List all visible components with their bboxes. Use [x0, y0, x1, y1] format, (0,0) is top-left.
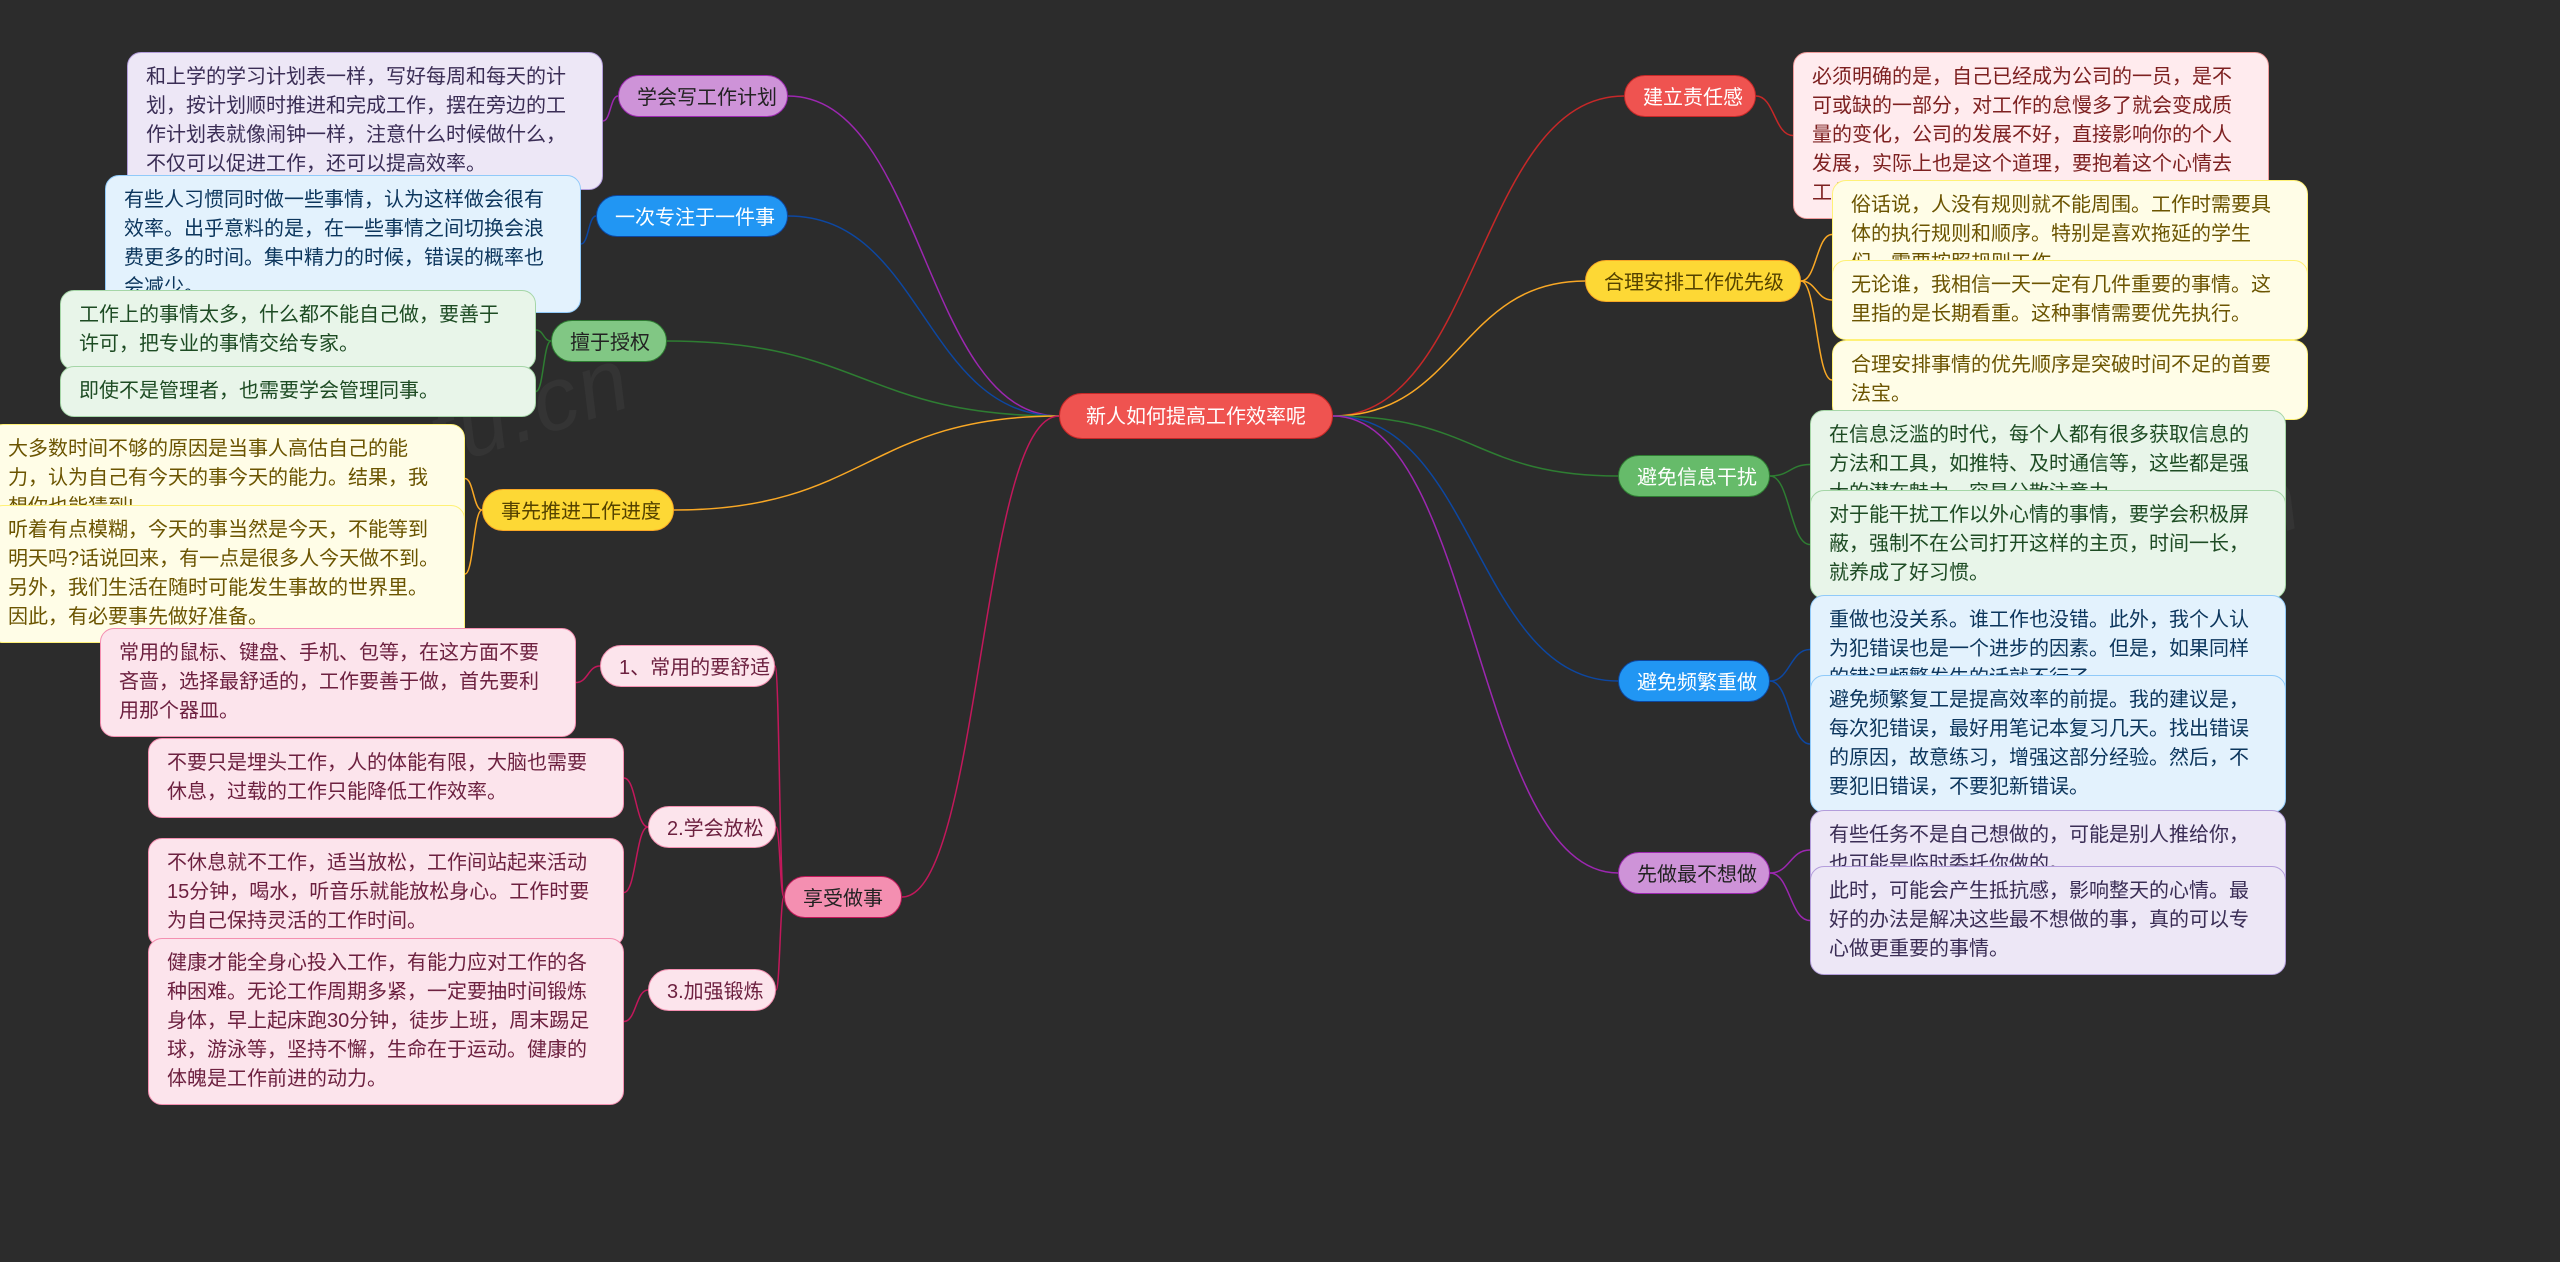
leaf-L5-2-0[interactable]: 健康才能全身心投入工作，有能力应对工作的各种困难。无论工作周期多紧，一定要抽时间…	[148, 938, 624, 1105]
branch-L1[interactable]: 学会写工作计划	[618, 75, 788, 117]
branch-R5[interactable]: 先做最不想做	[1618, 852, 1770, 894]
leaf-L5-1[interactable]: 2.学会放松	[648, 806, 776, 848]
leaf-L5-2[interactable]: 3.加强锻炼	[648, 969, 776, 1011]
leaf-R4-1[interactable]: 避免频繁复工是提高效率的前提。我的建议是，每次犯错误，最好用笔记本复习几天。找出…	[1810, 675, 2286, 813]
root-node[interactable]: 新人如何提高工作效率呢	[1059, 393, 1333, 439]
leaf-L3-1[interactable]: 即使不是管理者，也需要学会管理同事。	[60, 366, 536, 417]
leaf-L5-1-1[interactable]: 不休息就不工作，适当放松，工作间站起来活动15分钟，喝水，听音乐就能放松身心。工…	[148, 838, 624, 947]
branch-R2[interactable]: 合理安排工作优先级	[1585, 260, 1801, 302]
leaf-L5-0[interactable]: 1、常用的要舒适	[600, 645, 775, 687]
leaf-L4-1[interactable]: 听着有点模糊，今天的事当然是今天，不能等到明天吗?话说回来，有一点是很多人今天做…	[0, 505, 465, 643]
branch-L5[interactable]: 享受做事	[784, 876, 902, 918]
branch-R1[interactable]: 建立责任感	[1624, 75, 1756, 117]
branch-L2[interactable]: 一次专注于一件事	[596, 195, 788, 237]
branch-R3[interactable]: 避免信息干扰	[1618, 455, 1770, 497]
leaf-R2-2[interactable]: 合理安排事情的优先顺序是突破时间不足的首要法宝。	[1832, 340, 2308, 420]
leaf-L5-0-0[interactable]: 常用的鼠标、键盘、手机、包等，在这方面不要吝啬，选择最舒适的，工作要善于做，首先…	[100, 628, 576, 737]
branch-L4[interactable]: 事先推进工作进度	[482, 489, 674, 531]
leaf-L5-1-0[interactable]: 不要只是埋头工作，人的体能有限，大脑也需要休息，过载的工作只能降低工作效率。	[148, 738, 624, 818]
leaf-L1-0[interactable]: 和上学的学习计划表一样，写好每周和每天的计划，按计划顺时推进和完成工作，摆在旁边…	[127, 52, 603, 190]
branch-L3[interactable]: 擅于授权	[551, 320, 667, 362]
leaf-R3-1[interactable]: 对于能干扰工作以外心情的事情，要学会积极屏蔽，强制不在公司打开这样的主页，时间一…	[1810, 490, 2286, 599]
branch-R4[interactable]: 避免频繁重做	[1618, 660, 1770, 702]
leaf-R2-1[interactable]: 无论谁，我相信一天一定有几件重要的事情。这里指的是长期看重。这种事情需要优先执行…	[1832, 260, 2308, 340]
mindmap-stage: 新人如何提高工作效率呢 学会写工作计划和上学的学习计划表一样，写好每周和每天的计划…	[0, 0, 2560, 1262]
leaf-L3-0[interactable]: 工作上的事情太多，什么都不能自己做，要善于许可，把专业的事情交给专家。	[60, 290, 536, 370]
leaf-R5-1[interactable]: 此时，可能会产生抵抗感，影响整天的心情。最好的办法是解决这些最不想做的事，真的可…	[1810, 866, 2286, 975]
